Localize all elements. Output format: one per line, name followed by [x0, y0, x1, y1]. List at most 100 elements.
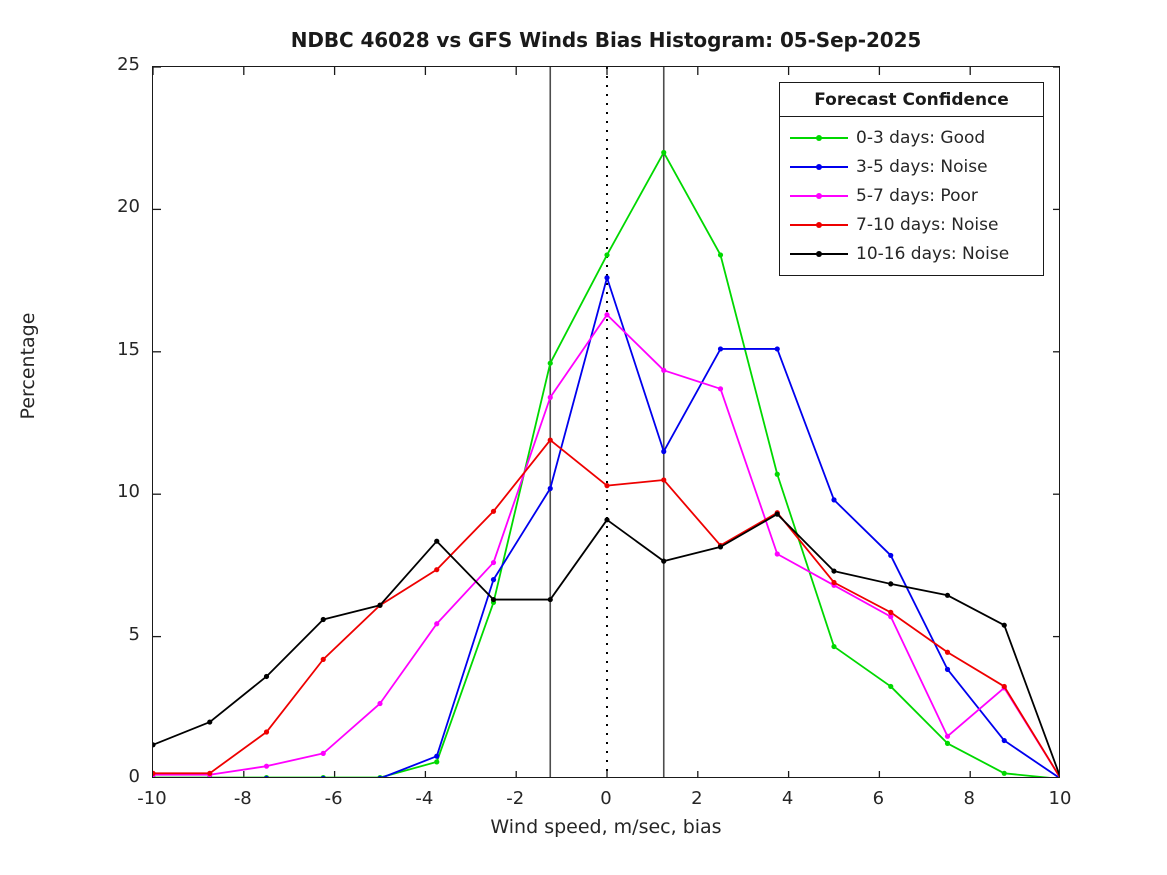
series-marker [717, 544, 724, 550]
series-marker [661, 367, 667, 373]
series-marker [320, 656, 326, 662]
plot-canvas [153, 67, 1059, 777]
series-marker [944, 649, 951, 655]
series-marker [1001, 622, 1007, 628]
series-marker [207, 719, 213, 725]
series-marker [434, 567, 440, 573]
series-marker [888, 552, 894, 559]
data-series [153, 312, 1059, 777]
y-tick-label: 25 [117, 54, 140, 75]
series-marker [888, 609, 894, 615]
legend: Forecast Confidence 0-3 days: Good 3-5 da… [779, 82, 1044, 276]
series-marker [321, 775, 326, 777]
chart-title: NDBC 46028 vs GFS Winds Bias Histogram: … [290, 28, 922, 52]
series-marker [944, 740, 951, 747]
series-marker [604, 483, 610, 489]
x-tick-label: 8 [963, 788, 975, 809]
series-marker [888, 614, 894, 620]
series-marker [604, 312, 610, 318]
series-marker [547, 437, 553, 443]
series-marker [604, 517, 610, 523]
series-marker [604, 252, 610, 258]
series-marker [1001, 683, 1007, 690]
series-marker [774, 471, 780, 477]
series-marker [774, 551, 780, 557]
series-marker [717, 346, 724, 352]
y-axis-label: Percentage [17, 312, 39, 420]
series-marker [207, 770, 213, 776]
y-tick-label: 0 [128, 766, 140, 787]
series-marker [831, 497, 837, 503]
series-marker [320, 750, 326, 756]
legend-item[interactable]: 3-5 days: Noise [780, 152, 1043, 181]
series-marker [263, 673, 270, 680]
series-marker [490, 559, 497, 566]
series-marker [434, 621, 440, 627]
data-series-group [153, 149, 1059, 777]
series-line [153, 313, 1059, 777]
reference-lines [549, 67, 665, 777]
series-marker [1001, 770, 1007, 776]
series-marker [604, 275, 610, 281]
series-marker [661, 149, 667, 156]
series-marker [944, 666, 951, 672]
y-tick-label: 5 [128, 623, 140, 645]
data-series [153, 511, 1059, 777]
x-tick-label: 6 [872, 788, 885, 809]
series-marker [320, 616, 326, 623]
series-marker [490, 577, 497, 583]
series-marker [944, 592, 951, 598]
series-marker [661, 448, 667, 455]
series-marker [153, 742, 156, 748]
x-tick-label: 4 [781, 788, 794, 809]
series-marker [377, 602, 383, 608]
legend-item[interactable]: 0-3 days: Good [780, 123, 1043, 152]
legend-item-label: 3-5 days: Noise [856, 156, 988, 177]
legend-color-swatch-icon [790, 218, 848, 232]
series-marker [490, 596, 497, 603]
y-tick-label: 10 [117, 481, 140, 503]
series-marker [547, 596, 553, 603]
legend-item-label: 5-7 days: Poor [856, 185, 978, 206]
legend-title: Forecast Confidence [780, 83, 1043, 117]
series-marker [1001, 737, 1007, 744]
x-tick-label: 2 [691, 788, 703, 809]
x-tick-label: -10 [137, 788, 167, 809]
legend-color-swatch-icon [790, 247, 848, 261]
series-marker [377, 775, 383, 777]
plot-area [152, 66, 1060, 778]
legend-items: 0-3 days: Good 3-5 days: Noise 5-7 days: P… [780, 117, 1043, 275]
y-tick-label: 15 [117, 338, 140, 360]
legend-item-label: 7-10 days: Noise [856, 214, 999, 235]
series-marker [717, 252, 724, 258]
series-marker [944, 733, 951, 739]
legend-item-label: 0-3 days: Good [856, 127, 986, 148]
y-tick-label: 20 [117, 196, 140, 218]
legend-color-swatch-icon [790, 160, 848, 174]
legend-item[interactable]: 10-16 days: Noise [780, 239, 1043, 268]
axis-tick-marks [153, 67, 1059, 777]
series-marker [661, 558, 667, 564]
x-tick-label: -2 [506, 788, 525, 809]
series-marker [153, 770, 156, 776]
series-marker [831, 568, 837, 574]
legend-item[interactable]: 5-7 days: Poor [780, 181, 1043, 210]
data-series [153, 437, 1059, 777]
series-marker [547, 360, 553, 366]
x-axis-label: Wind speed, m/sec, bias [490, 816, 722, 838]
series-marker [831, 579, 837, 586]
series-marker [434, 759, 440, 765]
series-marker [774, 511, 780, 517]
series-marker [831, 643, 837, 650]
series-marker [434, 753, 440, 759]
series-marker [264, 775, 269, 777]
series-marker [888, 683, 894, 690]
legend-color-swatch-icon [790, 131, 848, 145]
legend-item[interactable]: 7-10 days: Noise [780, 210, 1043, 239]
series-marker [888, 581, 894, 587]
series-marker [377, 700, 383, 707]
series-marker [547, 394, 553, 400]
x-tick-label: 0 [600, 788, 612, 809]
series-marker [263, 729, 270, 735]
